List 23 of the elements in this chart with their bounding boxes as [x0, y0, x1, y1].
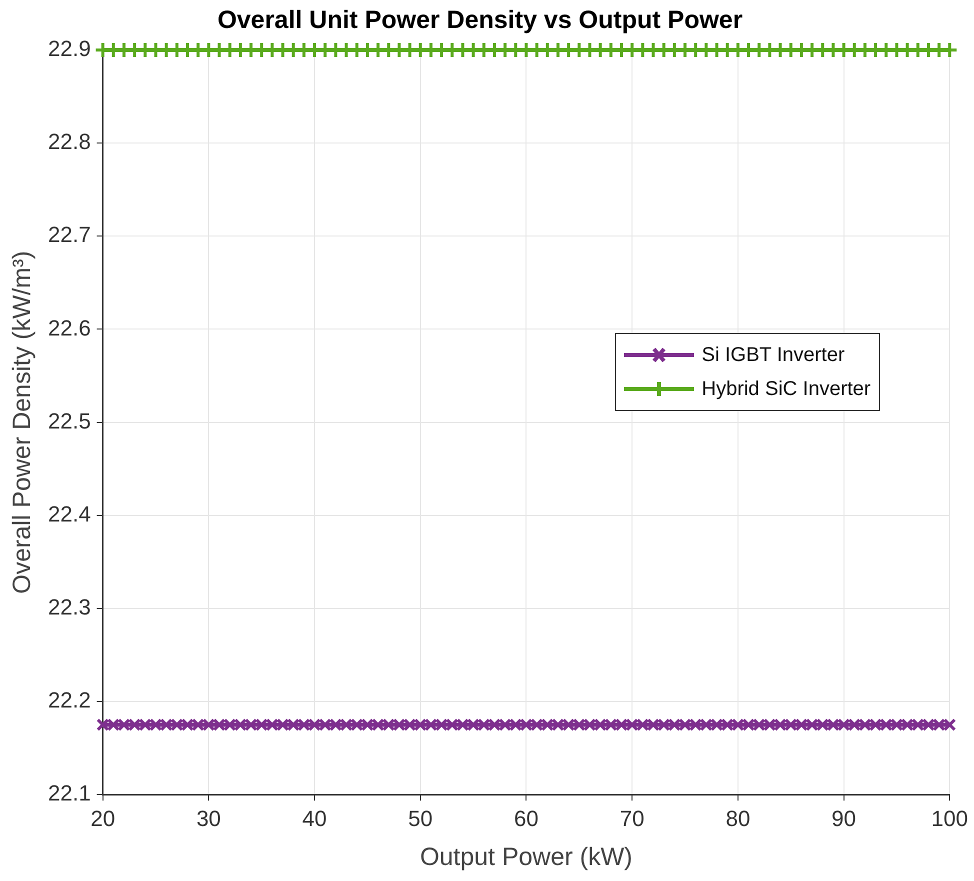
- x-tick-label: 20: [90, 806, 116, 831]
- x-tick-label: 40: [302, 806, 327, 831]
- legend-label: Hybrid SiC Inverter: [702, 378, 871, 401]
- y-tick-label: 22.4: [48, 501, 91, 526]
- chart-title: Overall Unit Power Density vs Output Power: [217, 6, 743, 34]
- legend-label: Si IGBT Inverter: [702, 344, 845, 367]
- x-axis-title: Output Power (kW): [420, 842, 633, 871]
- x-tick-label: 70: [620, 806, 644, 831]
- x-tick-label: 60: [514, 806, 538, 831]
- x-tick-label: 80: [726, 806, 750, 831]
- y-tick-label: 22.7: [48, 222, 91, 248]
- y-tick-label: 22.2: [48, 688, 91, 713]
- y-tick-label: 22.5: [48, 408, 91, 434]
- y-tick-label: 22.1: [48, 780, 91, 806]
- x-tick-label: 100: [931, 806, 968, 831]
- y-axis-title: Overall Power Density (kW/m³): [8, 250, 36, 594]
- y-tick-label: 22.9: [48, 36, 91, 62]
- x-tick-label: 30: [196, 806, 221, 831]
- y-tick-label: 22.8: [48, 129, 91, 154]
- y-tick-label: 22.6: [48, 315, 91, 340]
- x-tick-label: 90: [832, 806, 856, 831]
- x-tick-label: 50: [408, 806, 433, 831]
- y-tick-label: 22.3: [48, 594, 91, 620]
